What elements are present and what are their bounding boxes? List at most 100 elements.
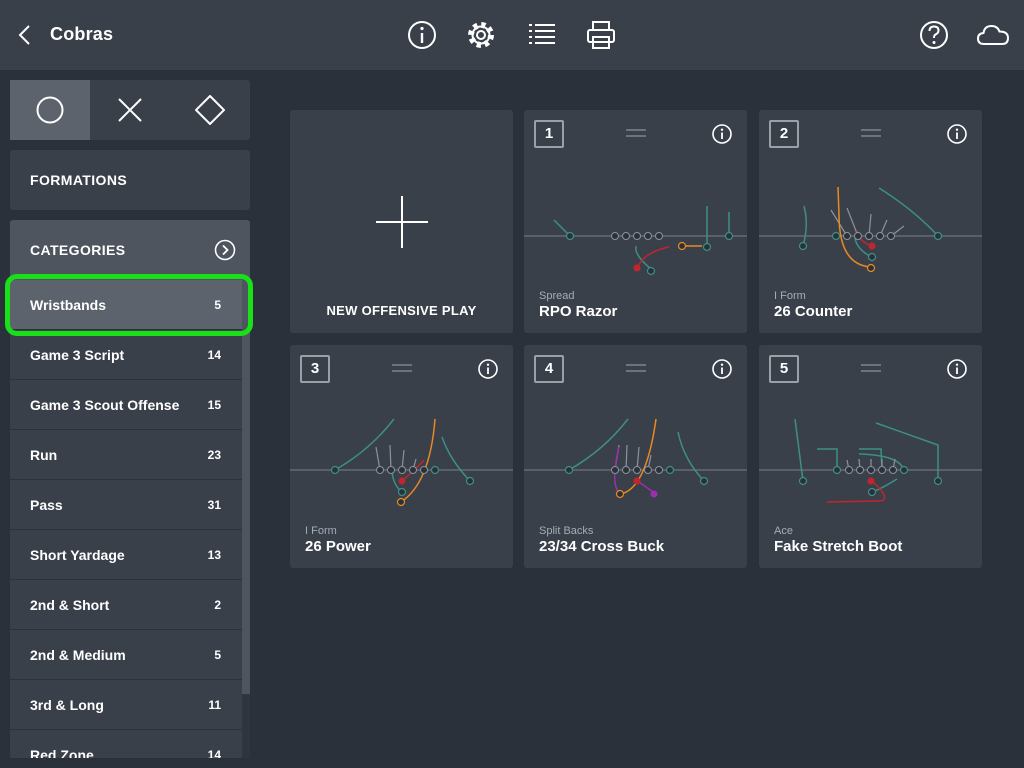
category-item-wristbands[interactable]: Wristbands 5 — [10, 280, 242, 330]
play-diagram — [759, 418, 982, 503]
play-name: 26 Power — [305, 538, 371, 555]
play-formation: I Form — [774, 290, 806, 302]
new-play-label: NEW OFFENSIVE PLAY — [326, 303, 477, 318]
formations-label: FORMATIONS — [30, 172, 128, 188]
scrollbar-thumb[interactable] — [242, 280, 250, 694]
categories-header: CATEGORIES — [10, 220, 250, 280]
help-icon — [920, 21, 948, 49]
categories-scrollbar[interactable] — [242, 280, 250, 758]
info-icon — [408, 21, 436, 49]
category-item-3rd-long[interactable]: 3rd & Long 11 — [10, 680, 242, 730]
play-number: 4 — [534, 355, 564, 383]
plus-icon — [376, 196, 428, 248]
category-name: Game 3 Scout Offense — [30, 397, 180, 413]
print-button[interactable] — [585, 18, 617, 52]
category-name: 3rd & Long — [30, 697, 104, 713]
play-name: Fake Stretch Boot — [774, 538, 903, 555]
play-card-4[interactable]: 4 Split Backs 23/34 Cross Buck — [524, 345, 747, 568]
info-icon[interactable] — [711, 358, 733, 380]
category-name: Red Zone — [30, 747, 94, 758]
category-name: 2nd & Medium — [30, 647, 126, 663]
play-formation: I Form — [305, 525, 337, 537]
play-diagram — [290, 418, 513, 507]
drag-handle-icon[interactable] — [626, 364, 646, 374]
category-count: 2 — [214, 598, 221, 612]
play-card-2[interactable]: 2 I Form 26 Counter — [759, 110, 982, 333]
category-count: 14 — [207, 348, 221, 362]
category-item-short-yardage[interactable]: Short Yardage 13 — [10, 530, 242, 580]
category-name: Run — [30, 447, 58, 463]
top-bar: Cobras — [0, 0, 1024, 70]
category-name: Game 3 Script — [30, 347, 125, 363]
play-formation: Split Backs — [539, 525, 594, 537]
category-name: 2nd & Short — [30, 597, 110, 613]
circle-shape-button[interactable] — [10, 80, 90, 140]
category-name: Short Yardage — [30, 547, 125, 563]
settings-button[interactable] — [465, 18, 497, 52]
play-diagram — [524, 418, 747, 499]
play-formation: Spread — [539, 290, 575, 302]
list-button[interactable] — [526, 18, 558, 52]
info-icon[interactable] — [946, 123, 968, 145]
play-formation: Ace — [774, 525, 793, 537]
play-number: 5 — [769, 355, 799, 383]
category-item-red-zone[interactable]: Red Zone 14 — [10, 730, 242, 758]
x-icon — [118, 98, 142, 122]
info-icon[interactable] — [711, 123, 733, 145]
play-name: 26 Counter — [774, 303, 853, 320]
play-diagram — [524, 206, 747, 276]
cloud-button[interactable] — [976, 18, 1010, 52]
diamond-shape-button[interactable] — [170, 80, 250, 140]
info-icon[interactable] — [946, 358, 968, 380]
category-name: Pass — [30, 497, 63, 513]
play-card-1[interactable]: 1 Spread RPO Razor — [524, 110, 747, 333]
diamond-icon — [195, 95, 225, 125]
help-button[interactable] — [918, 18, 950, 52]
list-icon — [529, 24, 555, 44]
category-item-game-3-script[interactable]: Game 3 Script 14 — [10, 330, 242, 380]
category-count: 13 — [207, 548, 221, 562]
print-icon — [587, 21, 615, 49]
category-count: 15 — [207, 398, 221, 412]
category-count: 5 — [214, 648, 221, 662]
cloud-icon — [976, 24, 1010, 45]
categories-list: Wristbands 5 Game 3 Script 14 Game 3 Sco… — [10, 280, 242, 758]
category-item-pass[interactable]: Pass 31 — [10, 480, 242, 530]
settings-icon — [468, 22, 494, 48]
category-count: 14 — [207, 748, 221, 758]
drag-handle-icon[interactable] — [861, 364, 881, 374]
play-number: 2 — [769, 120, 799, 148]
x-shape-button[interactable] — [90, 80, 170, 140]
play-name: RPO Razor — [539, 303, 618, 320]
category-count: 23 — [207, 448, 221, 462]
category-item-run[interactable]: Run 23 — [10, 430, 242, 480]
back-button[interactable] — [14, 22, 38, 48]
formations-button[interactable]: FORMATIONS — [10, 150, 250, 210]
circle-icon — [36, 96, 64, 124]
play-diagram — [759, 186, 982, 273]
info-icon[interactable] — [477, 358, 499, 380]
categories-panel: CATEGORIES Wristbands 5 Game 3 Script 14… — [10, 220, 250, 758]
new-offensive-play-card[interactable]: NEW OFFENSIVE PLAY — [290, 110, 513, 333]
play-card-5[interactable]: 5 Ace Fake Stretch Boot — [759, 345, 982, 568]
drag-handle-icon[interactable] — [861, 129, 881, 139]
category-count: 11 — [208, 698, 221, 712]
back-icon — [18, 25, 30, 45]
play-card-3[interactable]: 3 I Form 26 Power — [290, 345, 513, 568]
app-title: Cobras — [50, 24, 114, 44]
play-number: 1 — [534, 120, 564, 148]
chevron-right-icon[interactable] — [214, 239, 236, 261]
info-button[interactable] — [406, 18, 438, 52]
category-item-game-3-scout-offense[interactable]: Game 3 Scout Offense 15 — [10, 380, 242, 430]
play-name: 23/34 Cross Buck — [539, 538, 665, 555]
shape-selector — [10, 80, 250, 140]
category-count: 5 — [214, 298, 221, 312]
category-name: Wristbands — [30, 297, 106, 313]
category-item-2nd-medium[interactable]: 2nd & Medium 5 — [10, 630, 242, 680]
categories-label: CATEGORIES — [30, 242, 126, 258]
drag-handle-icon[interactable] — [392, 364, 412, 374]
category-item-2nd-short[interactable]: 2nd & Short 2 — [10, 580, 242, 630]
drag-handle-icon[interactable] — [626, 129, 646, 139]
category-count: 31 — [207, 498, 221, 512]
play-number: 3 — [300, 355, 330, 383]
